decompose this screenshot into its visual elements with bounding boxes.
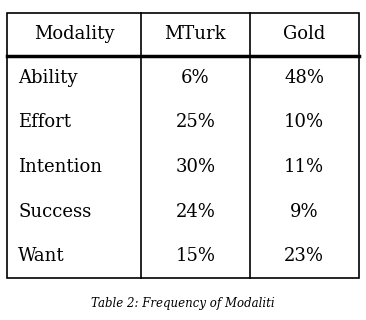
Text: Success: Success [18,203,92,220]
Text: Intention: Intention [18,158,102,176]
Text: 24%: 24% [175,203,215,220]
Text: MTurk: MTurk [164,25,226,43]
Text: 9%: 9% [290,203,318,220]
Text: 11%: 11% [284,158,324,176]
Text: Want: Want [18,247,65,265]
Text: Modality: Modality [34,25,114,43]
Text: 23%: 23% [284,247,324,265]
Text: 48%: 48% [284,69,324,87]
Text: Table 2: Frequency of Modaliti: Table 2: Frequency of Modaliti [91,298,275,310]
Text: 25%: 25% [175,114,215,132]
Text: 15%: 15% [175,247,215,265]
Text: 6%: 6% [181,69,210,87]
Text: Effort: Effort [18,114,71,132]
Text: 30%: 30% [175,158,215,176]
Text: Gold: Gold [283,25,325,43]
Text: 10%: 10% [284,114,324,132]
Text: Ability: Ability [18,69,78,87]
